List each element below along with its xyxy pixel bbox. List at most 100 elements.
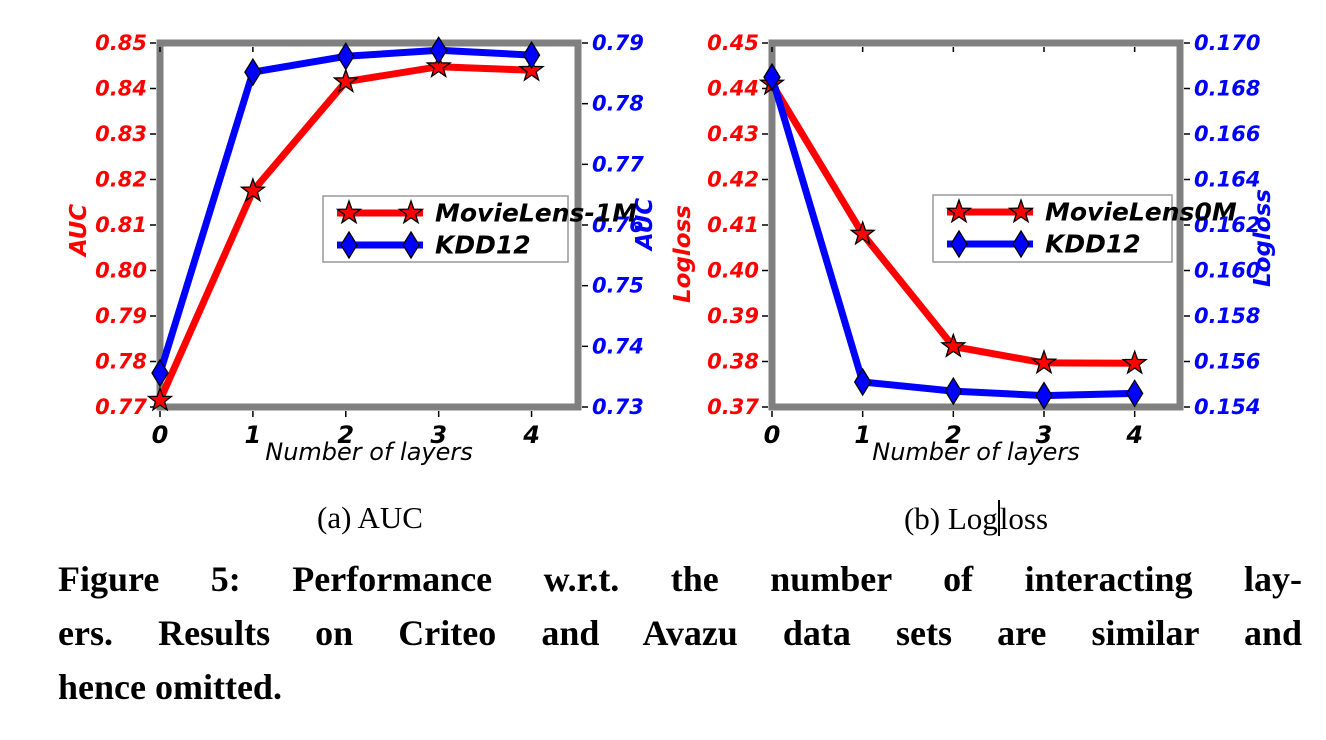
legend-box [932, 194, 1173, 263]
series-KDD12 [763, 62, 1144, 410]
y-tick-label-right: 0.76 [592, 213, 644, 237]
y-tick-label-left: 0.45 [707, 31, 759, 55]
caption-line-3: hence omitted. [58, 667, 282, 707]
diamond-marker [1035, 381, 1053, 410]
y-tick-label-left: 0.41 [707, 213, 759, 237]
star-marker [146, 386, 174, 412]
legend: MovieLens0M KDD12 [932, 194, 1237, 263]
star-marker [1007, 198, 1035, 224]
x-axis: 0 1 2 3 4 Number of layers [764, 47, 1143, 466]
y-tick-label-left: 0.83 [95, 122, 147, 146]
legend: MovieLens-1M KDD12 [322, 195, 637, 263]
y-axis-title-right: Logloss [1250, 189, 1276, 287]
text-cursor [997, 500, 1000, 536]
subcaption-a: (a) AUC [317, 500, 423, 535]
star-marker [239, 176, 267, 203]
diamond-marker [1012, 229, 1030, 259]
x-axis-title: Number of layers [872, 438, 1080, 466]
x-tick-label: 4 [522, 421, 540, 449]
legend-box [322, 195, 569, 263]
y-tick-label-right: 0.166 [1194, 122, 1260, 146]
y-tick-label-left: 0.85 [95, 31, 147, 55]
diamond-marker [944, 376, 963, 406]
y-tick-label-right: 0.164 [1194, 168, 1260, 192]
y-tick-label-left: 0.81 [95, 213, 147, 237]
star-marker [332, 67, 360, 94]
y-axis-right: 0.73 0.74 0.75 0.76 0.77 0.78 0.79 AUC [582, 31, 658, 419]
diamond-marker [151, 358, 169, 388]
y-tick-label-left: 0.82 [95, 168, 147, 192]
star-marker [425, 52, 453, 79]
y-tick-label-left: 0.44 [707, 77, 759, 101]
figure-caption: Figure 5: Performance w.r.t. the number … [58, 552, 1302, 714]
star-marker [397, 199, 425, 225]
chart-auc: 0.770.780.790.800.810.820.830.840.85AUC0… [66, 31, 658, 466]
y-tick-label-left: 0.80 [95, 259, 147, 283]
y-axis-left: 0.77 0.78 0.79 0.80 0.81 0.82 0.83 0.84 0.85 AUC [66, 31, 156, 419]
y-axis-left: 0.37 0.38 0.39 0.40 0.41 0.42 0.43 0.44 0.45 Logl… [670, 31, 768, 419]
subcaption-b: (b) Logloss [756, 500, 1196, 537]
subcaption-b-suffix: loss [999, 501, 1049, 536]
star-marker [849, 220, 876, 246]
y-tick-label-right: 0.75 [592, 274, 644, 298]
diamond-marker [853, 367, 872, 397]
y-tick-label-left: 0.43 [707, 122, 759, 146]
diamond-marker [522, 40, 541, 70]
diamond-marker [1125, 379, 1144, 408]
plot-border [768, 39, 1184, 411]
y-tick-label-left: 0.77 [95, 395, 147, 419]
y-tick-label-right: 0.154 [1194, 395, 1260, 419]
x-tick-label: 0 [764, 421, 781, 449]
star-marker [945, 198, 973, 224]
legend-label: MovieLens0M [1045, 198, 1237, 227]
series-MovieLens0M [758, 69, 1148, 375]
legend-label: KDD12 [435, 231, 531, 260]
y-axis-right: 0.154 0.156 0.158 0.160 0.162 0.164 0.166 0.168… [1184, 31, 1276, 419]
x-tick-label: 1 [245, 421, 262, 449]
y-tick-label-left: 0.79 [95, 304, 147, 328]
y-tick-label-left: 0.39 [707, 304, 759, 328]
y-axis-title-left: Logloss [670, 205, 696, 303]
y-tick-label-right: 0.78 [592, 92, 644, 116]
y-tick-label-right: 0.162 [1194, 213, 1260, 237]
diamond-marker [340, 230, 358, 260]
diamond-marker [763, 62, 781, 92]
y-axis-title-left: AUC [66, 204, 92, 258]
y-tick-label-right: 0.74 [592, 334, 644, 358]
y-tick-label-right: 0.170 [1194, 31, 1260, 55]
x-tick-label: 4 [1125, 421, 1143, 449]
y-tick-label-left: 0.37 [707, 395, 759, 419]
legend-label: KDD12 [1045, 230, 1141, 259]
y-tick-label-right: 0.160 [1194, 259, 1260, 283]
y-tick-label-right: 0.73 [592, 395, 644, 419]
x-tick-label: 1 [854, 421, 871, 449]
x-tick-label: 0 [152, 421, 169, 449]
subcaption-b-prefix: (b) Log [903, 501, 998, 536]
diamond-marker [402, 230, 420, 260]
chart-logloss: 0.37 0.38 0.39 0.40 0.41 0.42 0.43 0.44 0.45 Logl… [670, 31, 1276, 466]
x-tick-label: 3 [1036, 421, 1053, 449]
y-tick-label-right: 0.168 [1194, 77, 1260, 101]
y-tick-label-right: 0.156 [1194, 350, 1260, 374]
star-marker [335, 199, 363, 225]
x-tick-label: 2 [945, 421, 962, 449]
caption-line-1: Figure 5: Performance w.r.t. the number … [58, 559, 1302, 599]
y-tick-label-right: 0.77 [592, 152, 644, 176]
caption-line-2: ers. Results on Criteo and Avazu data se… [58, 613, 1302, 653]
x-axis-title: Number of layers [265, 438, 473, 466]
y-tick-label-left: 0.78 [95, 350, 147, 374]
x-tick-label: 3 [430, 421, 447, 449]
star-marker [940, 332, 967, 358]
diamond-marker [337, 42, 355, 71]
star-marker [1121, 349, 1148, 375]
diamond-marker [244, 57, 262, 87]
y-axis-title-right: AUC [632, 198, 658, 252]
x-axis: 0 1 2 3 4 Number of layers [152, 47, 540, 466]
y-tick-label-right: 0.158 [1194, 304, 1260, 328]
diamond-marker [950, 229, 968, 259]
plot-border [156, 39, 582, 411]
series-KDD12 [151, 36, 541, 388]
y-tick-label-left: 0.38 [707, 350, 759, 374]
star-marker [1030, 348, 1058, 375]
